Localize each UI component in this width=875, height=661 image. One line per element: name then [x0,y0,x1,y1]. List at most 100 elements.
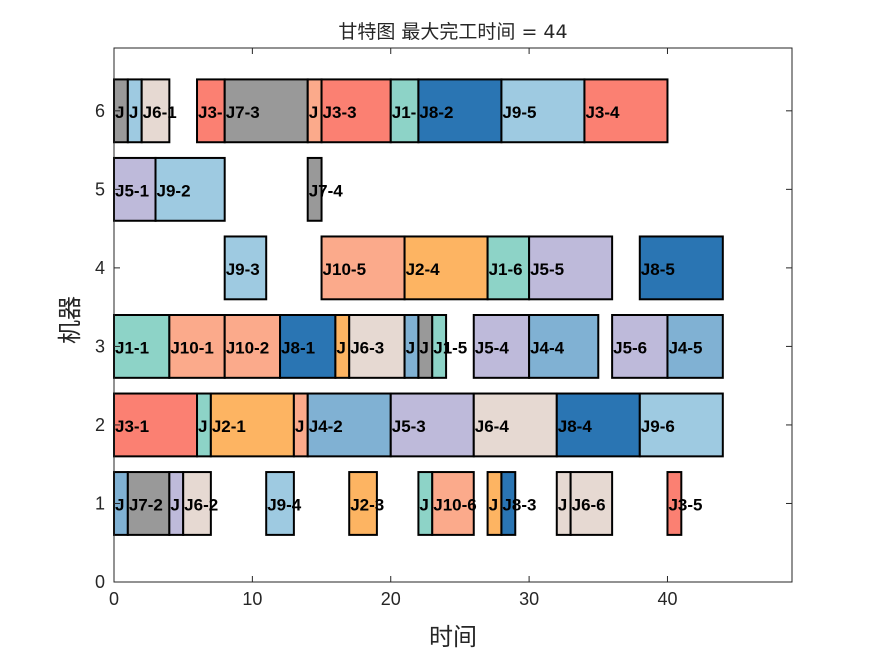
task-bar-j5-1-m5 [113,156,157,222]
task-label: J [336,338,345,357]
task-label: J6-4 [475,417,510,436]
task-bar-j7-2-m1 [126,471,171,536]
task-bar-j5-6-m3 [611,314,669,379]
task-bar-j7-3-m6 [223,78,309,144]
task-bar-j4-2-m2 [306,392,392,458]
task-bar-j4-5-m3 [666,314,724,379]
x-axis-ticks: 0 10 20 30 40 [109,48,677,609]
task-label: J1-6 [489,260,523,279]
task-bar-j9-6-m2 [638,392,724,458]
task-label: J5-3 [392,417,426,436]
y-tick-label: 6 [95,101,105,121]
task-label: J6-6 [572,495,606,514]
task-label: J [170,495,179,514]
task-bar-j9-2-m5 [154,156,226,222]
task-bar-j2-4-m4 [403,235,489,301]
task-bar-j10-2-m3 [223,314,282,379]
task-label: J7-2 [129,495,163,514]
task-bar-j1-5-m3 [431,314,448,379]
task-label: J [115,495,124,514]
y-tick-label: 5 [95,179,105,199]
axes-box [113,47,793,583]
task-label: J1- [392,103,417,122]
task-bar-j6-3-m3 [348,314,406,379]
task-label: J [419,338,428,357]
chart-title: 甘特图 最大完工时间 = 44 [338,21,567,43]
task-label: J2-3 [350,495,384,514]
task-label: J [309,103,318,122]
task-label: J9-4 [267,495,302,514]
task-label: J5-4 [475,338,510,357]
task-label: J4-4 [530,338,565,357]
task-bar-j8-1-m3 [279,314,337,379]
task-label: J10-1 [170,338,213,357]
x-tick-label: 0 [109,589,119,609]
task-label: J9-5 [502,103,536,122]
task-label: J3-3 [323,103,357,122]
task-label: J7-4 [309,181,344,200]
x-tick-label: 10 [242,589,262,609]
task-label: J [419,495,428,514]
task-label: J10-2 [226,338,269,357]
task-bar-j8-5-m4 [638,235,724,301]
y-axis-label: 机器 [56,296,84,344]
task-label: J3- [198,103,223,122]
task-bars [113,78,724,536]
task-label: J8-1 [281,338,315,357]
task-bar-j5-4-m3 [472,314,531,379]
task-label: J3-5 [668,495,702,514]
task-label: J6-2 [184,495,218,514]
task-label: J9-2 [157,181,191,200]
task-bar-j4-4-m3 [528,314,600,379]
y-tick-label: 4 [95,258,105,278]
task-label: J4-5 [668,338,702,357]
task-label: J4-2 [309,417,343,436]
task-label: J6-3 [350,338,384,357]
task-bar-j6-2-m1 [182,471,212,536]
task-label: J [558,495,567,514]
task-label: J2-4 [406,260,441,279]
task-label: J [295,417,304,436]
task-bar-j8-3-m1 [500,471,517,536]
task-bar-j1-6-m4 [486,235,531,301]
task-bar-j9-3-m4 [223,235,268,301]
task-label: J [198,417,207,436]
task-bar-j5-5-m4 [528,235,614,301]
task-bar-j10-1-m3 [168,314,226,379]
task-label: J8-3 [502,495,536,514]
task-label: J7-3 [226,103,260,122]
task-label: J6-1 [143,103,177,122]
task-label: J1-1 [115,338,149,357]
task-bar-j9-5-m6 [500,78,586,144]
task-label: J1-5 [433,338,467,357]
task-label: J5-6 [613,338,647,357]
y-axis-ticks: 0 1 2 3 4 5 6 [95,101,792,592]
task-bar-j3--m6 [196,78,226,144]
task-bar-j10-5-m4 [320,235,406,301]
task-bar-j6-1-m6 [140,78,171,144]
task-label: J5-1 [115,181,149,200]
task-bar-j8-4-m2 [555,392,641,458]
task-label: J3-4 [585,103,620,122]
y-tick-label: 1 [95,493,105,513]
task-bar-j10-6-m1 [431,471,475,536]
task-label: J9-3 [226,260,260,279]
x-tick-label: 40 [657,589,677,609]
task-bar-j2-3-m1 [348,471,378,536]
task-bar-j7-4-m5 [306,156,323,222]
task-label: J8-2 [419,103,453,122]
task-labels: J J J6-1 J3- J7-3 J J3-3 J1- J8-2 J9-5 J3-4J5-1 J9-… [115,103,703,515]
task-label: J [129,103,138,122]
y-tick-label: 2 [95,415,105,435]
task-bar-j8-2-m6 [417,78,503,144]
task-label: J5-5 [530,260,564,279]
task-bar-j6-4-m2 [472,392,558,458]
x-axis-label: 时间 [429,623,477,651]
x-tick-label: 30 [519,589,539,609]
task-bar-j5-3-m2 [389,392,475,458]
task-label: J [115,103,124,122]
x-tick-label: 20 [381,589,401,609]
task-label: J2-1 [212,417,246,436]
